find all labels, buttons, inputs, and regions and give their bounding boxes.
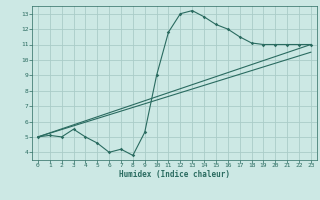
X-axis label: Humidex (Indice chaleur): Humidex (Indice chaleur) — [119, 170, 230, 179]
